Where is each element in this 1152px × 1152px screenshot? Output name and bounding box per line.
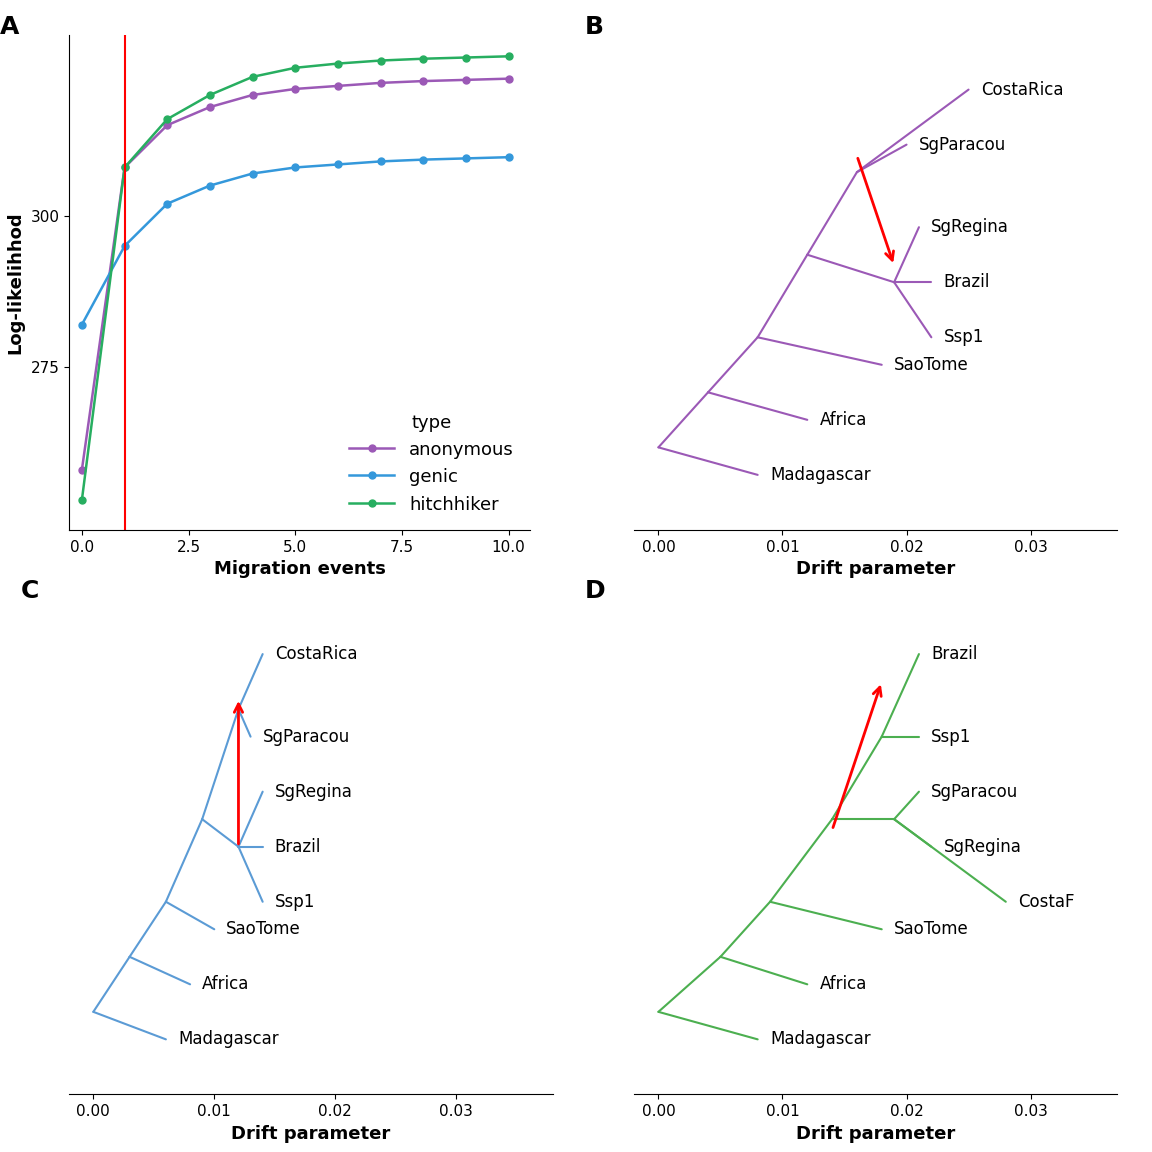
anonymous bbox=[331, 79, 344, 93]
Text: Brazil: Brazil bbox=[931, 645, 978, 664]
genic bbox=[203, 179, 217, 192]
Text: Madagascar: Madagascar bbox=[770, 465, 871, 484]
Text: Africa: Africa bbox=[203, 976, 250, 993]
hitchhiker bbox=[458, 51, 472, 65]
hitchhiker bbox=[416, 52, 430, 66]
hitchhiker bbox=[160, 112, 174, 126]
Text: CostaF: CostaF bbox=[1018, 893, 1075, 911]
Text: Brazil: Brazil bbox=[943, 273, 990, 291]
Text: SgParacou: SgParacou bbox=[919, 136, 1006, 153]
Line: anonymous: anonymous bbox=[78, 75, 511, 473]
anonymous bbox=[416, 74, 430, 88]
Text: Madagascar: Madagascar bbox=[770, 1030, 871, 1048]
hitchhiker bbox=[118, 160, 131, 174]
Text: SgRegina: SgRegina bbox=[943, 838, 1022, 856]
genic bbox=[245, 167, 259, 181]
Text: SaoTome: SaoTome bbox=[894, 356, 969, 373]
genic bbox=[501, 150, 515, 164]
hitchhiker bbox=[203, 88, 217, 101]
X-axis label: Drift parameter: Drift parameter bbox=[796, 560, 955, 578]
X-axis label: Drift parameter: Drift parameter bbox=[796, 1124, 955, 1143]
Text: Africa: Africa bbox=[820, 411, 867, 429]
genic bbox=[331, 158, 344, 172]
hitchhiker bbox=[245, 70, 259, 84]
Text: C: C bbox=[21, 579, 39, 604]
genic bbox=[75, 318, 89, 332]
X-axis label: Drift parameter: Drift parameter bbox=[232, 1124, 391, 1143]
Text: CostaRica: CostaRica bbox=[982, 81, 1063, 99]
hitchhiker bbox=[331, 56, 344, 70]
anonymous bbox=[288, 82, 302, 96]
Text: SgRegina: SgRegina bbox=[274, 782, 353, 801]
Y-axis label: Log-likelihhod: Log-likelihhod bbox=[7, 211, 25, 354]
genic bbox=[288, 160, 302, 174]
genic bbox=[118, 240, 131, 253]
Text: A: A bbox=[0, 15, 20, 39]
Legend: anonymous, genic, hitchhiker: anonymous, genic, hitchhiker bbox=[342, 407, 521, 521]
Text: Madagascar: Madagascar bbox=[177, 1030, 279, 1048]
anonymous bbox=[160, 119, 174, 132]
Text: SaoTome: SaoTome bbox=[894, 920, 969, 938]
Text: B: B bbox=[585, 15, 604, 39]
hitchhiker bbox=[501, 50, 515, 63]
Line: genic: genic bbox=[78, 153, 511, 328]
genic bbox=[416, 153, 430, 167]
Text: Brazil: Brazil bbox=[274, 838, 321, 856]
Text: SgParacou: SgParacou bbox=[263, 728, 350, 745]
genic bbox=[458, 152, 472, 166]
Text: Ssp1: Ssp1 bbox=[943, 328, 984, 347]
anonymous bbox=[203, 100, 217, 114]
anonymous bbox=[501, 71, 515, 85]
anonymous bbox=[373, 76, 387, 90]
anonymous bbox=[118, 160, 131, 174]
Text: Ssp1: Ssp1 bbox=[274, 893, 316, 911]
genic bbox=[373, 154, 387, 168]
Text: SgParacou: SgParacou bbox=[931, 782, 1018, 801]
hitchhiker bbox=[373, 54, 387, 68]
anonymous bbox=[245, 88, 259, 101]
Line: hitchhiker: hitchhiker bbox=[78, 53, 511, 503]
genic bbox=[160, 197, 174, 211]
Text: Africa: Africa bbox=[820, 976, 867, 993]
Text: D: D bbox=[585, 579, 606, 604]
Text: SaoTome: SaoTome bbox=[226, 920, 301, 938]
Text: CostaRica: CostaRica bbox=[274, 645, 357, 664]
anonymous bbox=[458, 73, 472, 86]
anonymous bbox=[75, 463, 89, 477]
hitchhiker bbox=[75, 493, 89, 507]
X-axis label: Migration events: Migration events bbox=[213, 560, 386, 578]
Text: SgRegina: SgRegina bbox=[931, 218, 1009, 236]
Text: Ssp1: Ssp1 bbox=[931, 728, 972, 745]
hitchhiker bbox=[288, 61, 302, 75]
